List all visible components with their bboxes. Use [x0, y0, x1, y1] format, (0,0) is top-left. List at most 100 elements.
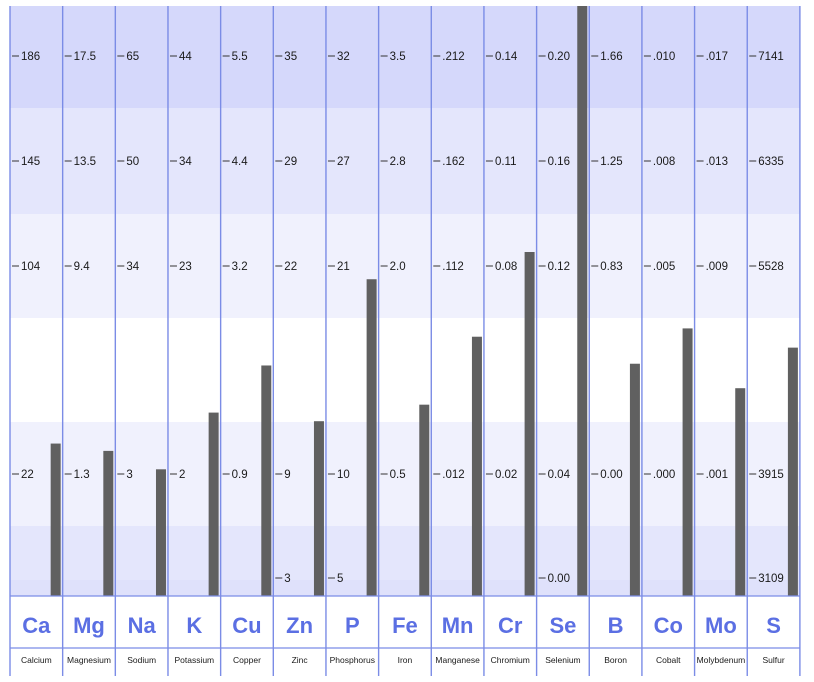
element-name-mg: Magnesium: [67, 655, 111, 665]
bar-mg: [103, 451, 113, 596]
bar-k: [209, 413, 219, 596]
element-name-ca: Calcium: [21, 655, 52, 665]
tick-label-ca: 22: [21, 469, 34, 481]
tick-label-cr: 0.14: [495, 51, 518, 63]
tick-label-cu: 5.5: [232, 51, 248, 63]
bar-fe: [419, 405, 429, 596]
bar-co: [683, 328, 693, 596]
tick-label-fe: 2.8: [390, 156, 406, 168]
tick-label-na: 34: [126, 261, 139, 273]
element-name-k: Potassium: [174, 655, 214, 665]
band-normal: [10, 318, 800, 422]
tick-label-k: 23: [179, 261, 192, 273]
element-symbol-b: B: [608, 613, 624, 638]
tick-label-mn: .162: [442, 156, 464, 168]
element-symbol-p: P: [345, 613, 360, 638]
tick-label-na: 50: [126, 156, 139, 168]
tick-label-s: 5528: [758, 261, 784, 273]
element-name-co: Cobalt: [656, 655, 681, 665]
element-name-p: Phosphorus: [330, 655, 375, 665]
tick-label-se: 0.16: [548, 156, 570, 168]
tick-label-s: 7141: [758, 51, 784, 63]
tick-label-zn: 29: [284, 156, 297, 168]
bar-ca: [51, 444, 61, 596]
element-name-cu: Copper: [233, 655, 261, 665]
element-symbol-mn: Mn: [442, 613, 474, 638]
tick-label-s: 3915: [758, 469, 784, 481]
tick-label-mn: .212: [442, 51, 464, 63]
tick-label-p: 10: [337, 469, 350, 481]
tick-label-mg: 1.3: [74, 469, 90, 481]
tick-label-co: .000: [653, 469, 675, 481]
tick-label-mo: .009: [706, 261, 728, 273]
tick-label-cr: 0.11: [495, 156, 517, 168]
tick-label-p: 27: [337, 156, 350, 168]
tick-label-s: 3109: [758, 573, 784, 585]
tick-label-p: 5: [337, 573, 343, 585]
bar-b: [630, 364, 640, 596]
band-low: [10, 526, 800, 580]
tick-label-mo: .001: [706, 469, 728, 481]
tick-label-zn: 9: [284, 469, 290, 481]
element-symbol-mo: Mo: [705, 613, 737, 638]
element-symbol-ca: Ca: [22, 613, 51, 638]
tick-label-zn: 35: [284, 51, 297, 63]
element-name-mn: Manganese: [435, 655, 480, 665]
tick-label-co: .008: [653, 156, 675, 168]
tick-label-k: 34: [179, 156, 192, 168]
tick-label-se: 0.12: [548, 261, 570, 273]
bar-na: [156, 469, 166, 596]
tick-label-cu: 3.2: [232, 261, 248, 273]
element-name-na: Sodium: [127, 655, 156, 665]
tick-label-b: 1.25: [600, 156, 622, 168]
bar-mo: [735, 388, 745, 596]
tick-label-na: 3: [126, 469, 132, 481]
tick-label-mo: .017: [706, 51, 728, 63]
tick-label-ca: 145: [21, 156, 40, 168]
tick-label-b: 0.83: [600, 261, 622, 273]
tick-label-p: 21: [337, 261, 350, 273]
tick-label-mn: .112: [442, 261, 464, 273]
element-symbol-fe: Fe: [392, 613, 418, 638]
tick-label-se: 0.04: [548, 469, 571, 481]
tick-label-b: 0.00: [600, 469, 622, 481]
tick-label-s: 6335: [758, 156, 784, 168]
element-symbol-co: Co: [654, 613, 683, 638]
bar-cr: [525, 252, 535, 596]
tick-label-k: 2: [179, 469, 185, 481]
element-symbol-s: S: [766, 613, 781, 638]
tick-label-b: 1.66: [600, 51, 622, 63]
tick-label-mg: 17.5: [74, 51, 96, 63]
bar-zn: [314, 421, 324, 596]
tick-label-zn: 22: [284, 261, 297, 273]
tick-label-cr: 0.08: [495, 261, 517, 273]
tick-label-p: 32: [337, 51, 350, 63]
element-symbol-na: Na: [128, 613, 157, 638]
element-name-cr: Chromium: [491, 655, 530, 665]
bar-mn: [472, 337, 482, 596]
element-name-se: Selenium: [545, 655, 580, 665]
tick-label-mn: .012: [442, 469, 464, 481]
tick-label-ca: 186: [21, 51, 40, 63]
tick-label-fe: 0.5: [390, 469, 406, 481]
bar-cu: [261, 365, 271, 596]
tick-label-mo: .013: [706, 156, 728, 168]
element-name-b: Boron: [604, 655, 627, 665]
element-name-zn: Zinc: [292, 655, 309, 665]
element-symbol-cr: Cr: [498, 613, 523, 638]
tick-label-co: .010: [653, 51, 675, 63]
bar-s: [788, 348, 798, 596]
tick-label-se: 0.20: [548, 51, 570, 63]
element-name-s: Sulfur: [762, 655, 784, 665]
tick-label-se: 0.00: [548, 573, 570, 585]
tick-label-na: 65: [126, 51, 139, 63]
tick-label-k: 44: [179, 51, 192, 63]
tick-label-co: .005: [653, 261, 675, 273]
bar-p: [367, 279, 377, 596]
tick-label-cr: 0.02: [495, 469, 517, 481]
tick-label-zn: 3: [284, 573, 290, 585]
tick-label-mg: 9.4: [74, 261, 91, 273]
bar-se: [577, 6, 587, 596]
tick-label-ca: 104: [21, 261, 41, 273]
